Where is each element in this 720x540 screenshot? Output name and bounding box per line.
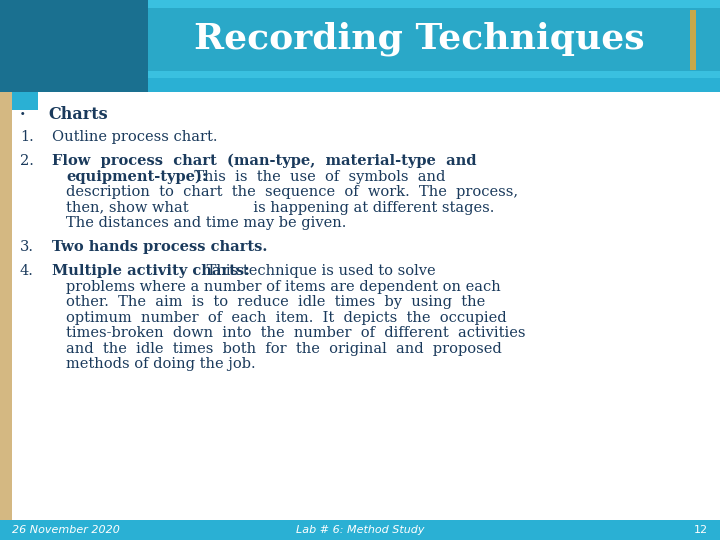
Bar <box>0 78 148 92</box>
Text: problems where a number of items are dependent on each: problems where a number of items are dep… <box>66 280 500 294</box>
Text: 4.: 4. <box>20 264 34 278</box>
Text: Charts: Charts <box>48 106 107 123</box>
Bar <box>690 10 696 70</box>
Text: ·: · <box>20 106 25 123</box>
Text: methods of doing the job.: methods of doing the job. <box>66 357 256 371</box>
Bar <box>148 0 720 78</box>
Bar <box>148 0 720 8</box>
Text: This technique is used to solve: This technique is used to solve <box>202 264 436 278</box>
Bar <box>0 92 38 110</box>
Text: equipment-type):: equipment-type): <box>66 170 207 184</box>
Bar <box>0 92 12 520</box>
Bar <box>0 0 720 78</box>
Bar <box>0 520 720 540</box>
Text: 2.: 2. <box>20 154 34 168</box>
Text: This  is  the  use  of  symbols  and: This is the use of symbols and <box>185 170 446 184</box>
Text: optimum  number  of  each  item.  It  depicts  the  occupied: optimum number of each item. It depicts … <box>66 310 507 325</box>
Text: 12: 12 <box>694 525 708 535</box>
Text: times-broken  down  into  the  number  of  different  activities: times-broken down into the number of dif… <box>66 326 526 340</box>
Bar <box>148 78 720 92</box>
Text: Flow  process  chart  (man-type,  material-type  and: Flow process chart (man-type, material-t… <box>52 154 477 168</box>
Text: description  to  chart  the  sequence  of  work.  The  process,: description to chart the sequence of wor… <box>66 185 518 199</box>
Text: and  the  idle  times  both  for  the  original  and  proposed: and the idle times both for the original… <box>66 342 502 356</box>
Text: other.  The  aim  is  to  reduce  idle  times  by  using  the: other. The aim is to reduce idle times b… <box>66 295 485 309</box>
Text: The distances and time may be given.: The distances and time may be given. <box>66 216 346 230</box>
Text: Two hands process charts.: Two hands process charts. <box>52 240 267 254</box>
Text: Lab # 6: Method Study: Lab # 6: Method Study <box>296 525 424 535</box>
Text: 3.: 3. <box>20 240 34 254</box>
Text: 1.: 1. <box>20 130 34 144</box>
Bar <box>148 71 720 78</box>
Text: Multiple activity charts:: Multiple activity charts: <box>52 264 250 278</box>
Text: Outline process chart.: Outline process chart. <box>52 130 217 144</box>
Text: Recording Techniques: Recording Techniques <box>194 22 644 56</box>
Text: then, show what              is happening at different stages.: then, show what is happening at differen… <box>66 200 495 214</box>
Bar <box>0 0 148 78</box>
Text: 26 November 2020: 26 November 2020 <box>12 525 120 535</box>
